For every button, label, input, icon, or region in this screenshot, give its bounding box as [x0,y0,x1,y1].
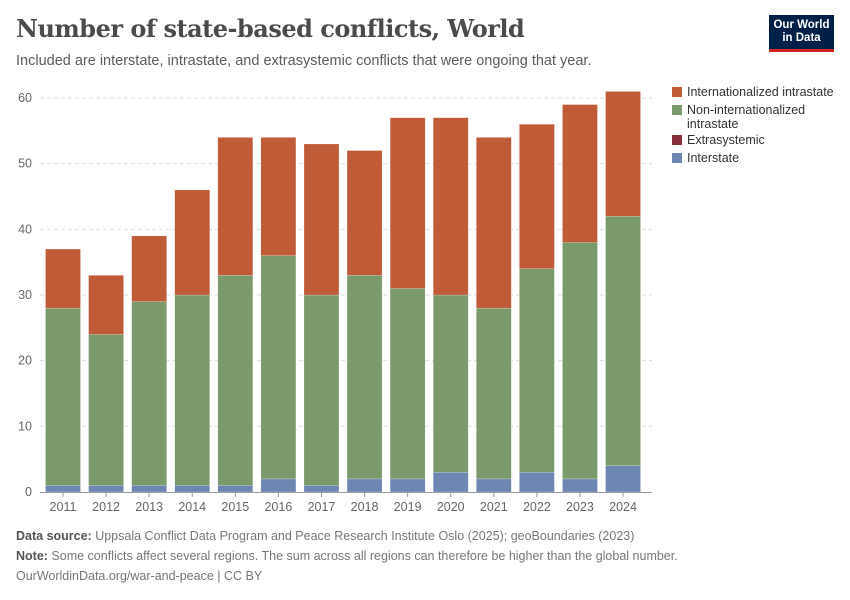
y-tick-label: 50 [18,157,32,171]
bar-segment-non-internationalized-intrastate [519,268,555,473]
bar-segment-internationalized-intrastate [389,117,426,289]
bar-segment-internationalized-intrastate [131,235,167,302]
owid-logo[interactable]: Our World in Data [769,15,834,52]
x-tick-label: 2019 [394,500,422,514]
bar-segment-interstate [260,478,297,493]
y-tick-label: 30 [18,288,32,302]
bar-segment-interstate [519,472,555,493]
x-tick-label: 2018 [351,500,379,514]
bar-segment-non-internationalized-intrastate [45,307,81,486]
bar-segment-non-internationalized-intrastate [476,307,512,480]
bar-segment-non-internationalized-intrastate [174,294,210,486]
bar-segment-interstate [174,485,210,493]
bar-segment-internationalized-intrastate [174,189,210,296]
bar-segment-non-internationalized-intrastate [88,334,124,486]
source-url[interactable]: OurWorldinData.org/war-and-peace | CC BY [16,569,263,583]
logo-line2: in Data [782,32,821,44]
legend-item-internationalized[interactable]: Internationalized intrastate [672,85,834,99]
x-tick-label: 2014 [178,500,206,514]
bar-segment-non-internationalized-intrastate [346,275,383,480]
bar-segment-non-internationalized-intrastate [217,275,254,486]
source-label: Data source: [16,529,92,543]
legend-swatch [672,135,682,145]
bar-segment-internationalized-intrastate [88,275,124,335]
y-tick-label: 0 [25,485,32,499]
note: Note: Some conflicts affect several regi… [16,549,678,563]
x-tick-label: 2015 [221,500,249,514]
data-source: Data source: Uppsala Conflict Data Progr… [16,529,634,543]
x-tick-label: 2022 [523,500,551,514]
bar-segment-non-internationalized-intrastate [389,288,426,480]
x-tick-label: 2024 [609,500,637,514]
y-tick-label: 20 [18,354,32,368]
bar-segment-interstate [88,485,124,493]
legend-item-interstate[interactable]: Interstate [672,151,739,165]
legend-item-non-internationalized[interactable]: Non-internationalized intrastate [672,103,842,131]
bar-segment-internationalized-intrastate [562,104,598,243]
y-tick-label: 60 [18,91,32,105]
legend-label: Internationalized intrastate [687,85,834,99]
legend-label: Interstate [687,151,740,165]
bar-segment-internationalized-intrastate [260,137,297,256]
chart-subtitle: Included are interstate, intrastate, and… [16,53,592,69]
bar-segment-non-internationalized-intrastate [131,301,167,486]
legend-label: Extrasystemic [687,133,765,147]
bar-segment-interstate [432,472,469,493]
x-tick-label: 2023 [566,500,594,514]
bar-segment-internationalized-intrastate [476,137,512,309]
bar-segment-internationalized-intrastate [45,248,81,309]
bar-segment-internationalized-intrastate [346,150,383,276]
note-text: Some conflicts affect several regions. T… [47,549,678,563]
x-tick-label: 2012 [92,500,120,514]
source-text: Uppsala Conflict Data Program and Peace … [91,529,635,543]
bar-segment-interstate [217,485,254,493]
legend-label: Non-internationalized intrastate [687,103,806,131]
bar-segment-interstate [131,485,167,493]
bar-segment-internationalized-intrastate [217,137,254,276]
bar-segment-non-internationalized-intrastate [562,242,598,480]
bar-segment-internationalized-intrastate [432,117,469,296]
bar-segment-interstate [303,485,340,493]
bar-segment-non-internationalized-intrastate [605,215,641,466]
x-tick-label: 2020 [437,500,465,514]
y-tick-label: 40 [18,222,32,236]
x-tick-label: 2021 [480,500,508,514]
chart-title: Number of state-based conflicts, World [16,14,525,43]
bar-segment-internationalized-intrastate [519,124,555,269]
legend-swatch [672,87,682,97]
x-tick-label: 2016 [264,500,292,514]
legend-swatch [672,105,682,115]
y-tick-label: 10 [18,419,32,433]
bar-segment-interstate [45,485,81,493]
legend-item-extrasystemic[interactable]: Extrasystemic [672,133,765,147]
logo-line1: Our World [773,19,830,31]
bar-segment-internationalized-intrastate [605,91,641,217]
bar-segment-interstate [476,478,512,493]
bar-segment-non-internationalized-intrastate [303,294,340,486]
note-label: Note: [16,549,48,563]
bar-segment-non-internationalized-intrastate [260,255,297,480]
bar-segment-interstate [605,465,641,493]
bar-segment-internationalized-intrastate [303,143,340,296]
x-tick-label: 2011 [50,500,77,514]
bar-segment-interstate [389,478,426,493]
bar-segment-interstate [346,478,383,493]
bar-segment-non-internationalized-intrastate [432,294,469,473]
bar-segment-interstate [562,478,598,493]
x-tick-label: 2013 [135,500,163,514]
legend-swatch [672,153,682,163]
x-tick-label: 2017 [308,500,336,514]
